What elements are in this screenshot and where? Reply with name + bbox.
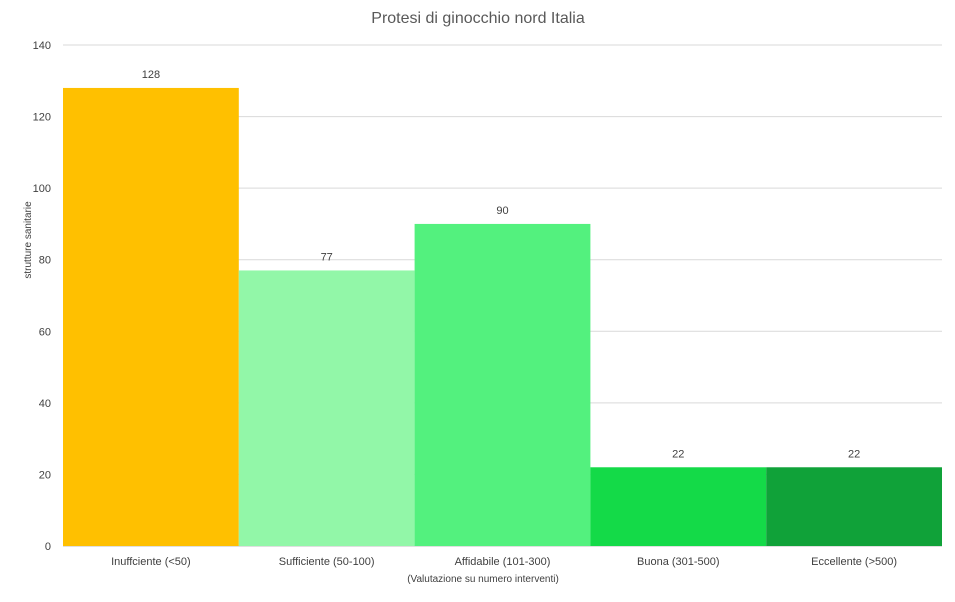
y-tick-label: 20 [39,469,51,481]
y-axis-ticks: 0 20 40 60 80 100 120 140 [33,40,51,553]
bar [238,270,415,546]
x-tick-label: Eccellente (>500) [811,556,897,568]
bar [63,87,239,546]
x-tick-label: Affidabile (101-300) [455,556,551,568]
bar-value-label: 77 [321,251,333,263]
bar [414,223,591,546]
bars [63,87,942,546]
data-labels: 128 77 90 22 22 [142,69,861,460]
x-axis-ticks: Inuffciente (<50) Sufficiente (50-100) Aff… [111,556,897,568]
y-axis-label: strutture sanitarie [23,201,34,279]
y-tick-label: 100 [33,183,51,195]
y-tick-label: 40 [39,398,51,410]
chart-title: Protesi di ginocchio nord Italia [371,10,585,27]
y-tick-label: 140 [33,40,51,52]
y-tick-label: 80 [39,255,51,267]
bar-value-label: 90 [496,205,508,217]
bar [766,467,942,546]
x-tick-label: Sufficiente (50-100) [279,556,375,568]
y-tick-label: 60 [39,326,51,338]
x-tick-label: Buona (301-500) [637,556,720,568]
bar [590,467,767,546]
x-tick-label: Inuffciente (<50) [111,556,191,568]
y-tick-label: 0 [45,541,51,553]
x-axis-label: (Valutazione su numero interventi) [407,574,559,585]
bar-value-label: 128 [142,69,160,81]
y-tick-label: 120 [33,112,51,124]
bar-value-label: 22 [848,448,860,460]
bar-value-label: 22 [672,448,684,460]
